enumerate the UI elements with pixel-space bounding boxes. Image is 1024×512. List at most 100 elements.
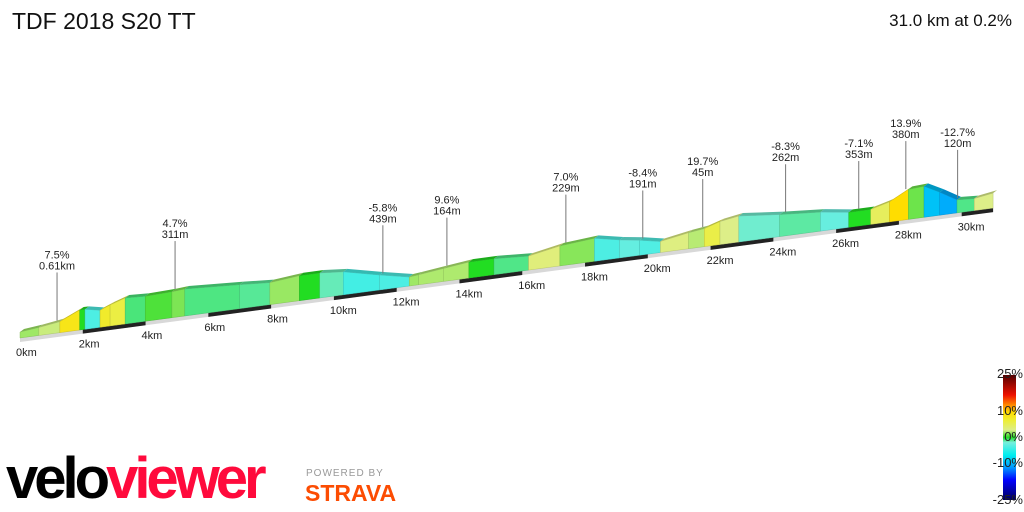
x-tick-label: 12km xyxy=(393,297,420,309)
chart-title: TDF 2018 S20 TT xyxy=(12,8,196,34)
profile-top-face xyxy=(939,189,961,200)
x-tick-label: 30km xyxy=(958,221,985,233)
annotation-length: 311m xyxy=(162,229,189,241)
x-tick-label: 24km xyxy=(769,246,796,258)
profile-top-face xyxy=(924,183,944,193)
distance-band xyxy=(710,237,774,250)
annotation-grade: -7.1% xyxy=(844,138,873,150)
profile-top-face xyxy=(269,272,304,283)
profile-segment xyxy=(468,258,495,279)
x-tick-label: 22km xyxy=(707,255,734,267)
x-tick-label: 2km xyxy=(79,339,100,351)
x-tick-label: 10km xyxy=(330,305,357,317)
annotation-length: 229m xyxy=(552,183,580,195)
annotation-length: 0.61km xyxy=(39,260,75,272)
distance-band xyxy=(208,304,272,317)
annotation-grade: -5.8% xyxy=(368,202,397,214)
profile-top-face xyxy=(418,265,448,275)
profile-segment xyxy=(908,186,925,220)
profile-top-face xyxy=(660,229,693,242)
profile-segment xyxy=(84,309,101,330)
legend-label: -10% xyxy=(992,455,1023,470)
x-tick-label: 28km xyxy=(895,230,922,242)
x-tick-label: 0km xyxy=(16,347,37,359)
profile-top-face xyxy=(956,195,979,200)
profile-top-face xyxy=(528,242,564,257)
annotation-length: 120m xyxy=(944,138,972,150)
profile-top-face xyxy=(848,206,875,213)
annotation-grade: -12.7% xyxy=(940,127,975,139)
annotation-length: 164m xyxy=(433,206,461,218)
x-tick-label: 20km xyxy=(644,263,671,275)
legend-label: -25% xyxy=(992,492,1023,507)
annotation-length: 380m xyxy=(892,129,920,141)
profile-segment xyxy=(848,209,871,228)
x-tick-label: 26km xyxy=(832,238,859,250)
annotation-grade: 9.6% xyxy=(434,195,459,207)
profile-segment xyxy=(594,238,620,262)
profile-segment xyxy=(559,238,595,267)
x-tick-label: 8km xyxy=(267,313,288,325)
profile-top-face xyxy=(20,324,43,332)
profile-top-face xyxy=(688,225,709,233)
profile-segment xyxy=(124,296,146,325)
annotation-grade: -8.3% xyxy=(771,141,800,153)
profile-top-face xyxy=(145,288,176,297)
distance-band xyxy=(459,270,523,284)
profile-top-face xyxy=(84,306,105,311)
profile-segment xyxy=(239,282,271,309)
x-tick-label: 14km xyxy=(455,288,482,300)
veloviewer-logo: veloviewer xyxy=(6,446,267,511)
distance-summary: 31.0 km at 0.2% xyxy=(889,11,1012,30)
profile-top-face xyxy=(820,209,853,213)
annotation-length: 191m xyxy=(629,178,657,190)
x-tick-label: 4km xyxy=(142,330,163,342)
distance-band xyxy=(585,254,648,267)
annotation-grade: -8.4% xyxy=(628,167,657,179)
profile-top-face xyxy=(493,253,533,259)
strava-logo: STRAVA xyxy=(305,480,397,506)
distance-band xyxy=(82,321,146,334)
profile-segment xyxy=(145,291,173,322)
legend-label: 10% xyxy=(996,403,1023,418)
x-tick-label: 18km xyxy=(581,272,608,284)
profile-top-face xyxy=(779,209,825,215)
profile-top-face xyxy=(38,318,64,328)
profile-segment xyxy=(171,288,185,318)
profile-segment xyxy=(109,297,126,327)
annotation-grade: 4.7% xyxy=(163,218,188,230)
profile-top-face xyxy=(343,268,384,276)
profile-top-face xyxy=(379,272,414,278)
annotation-grade: 7.5% xyxy=(45,249,70,261)
profile-segment xyxy=(889,189,909,223)
powered-by-text: POWERED BY xyxy=(306,468,384,479)
profile-top-face xyxy=(239,279,274,285)
annotation-grade: 13.9% xyxy=(890,118,921,130)
profile-top-face xyxy=(908,183,929,190)
profile-top-face xyxy=(79,306,89,311)
distance-band xyxy=(836,220,899,234)
profile-segment xyxy=(319,271,344,299)
legend-label: 0% xyxy=(1004,429,1023,444)
x-tick-label: 16km xyxy=(518,280,545,292)
profile-top-face xyxy=(443,259,473,269)
distance-band xyxy=(961,208,994,217)
profile-segment xyxy=(956,198,975,214)
profile-top-face xyxy=(184,281,244,290)
profile-segment xyxy=(974,192,994,211)
profile-top-face xyxy=(559,235,599,246)
annotation-length: 439m xyxy=(369,213,397,225)
annotation-length: 45m xyxy=(692,167,713,179)
profile-top-face xyxy=(974,190,998,199)
profile-top-face xyxy=(125,293,150,298)
profile-segment xyxy=(299,272,320,301)
profile-segment xyxy=(619,239,640,259)
profile-top-face xyxy=(468,255,498,263)
profile-segment xyxy=(704,221,721,247)
annotation-length: 353m xyxy=(845,149,873,161)
profile-top-face xyxy=(738,211,784,217)
distance-band xyxy=(333,287,397,301)
legend-label: 25% xyxy=(996,366,1023,381)
profile-segment xyxy=(79,309,86,331)
